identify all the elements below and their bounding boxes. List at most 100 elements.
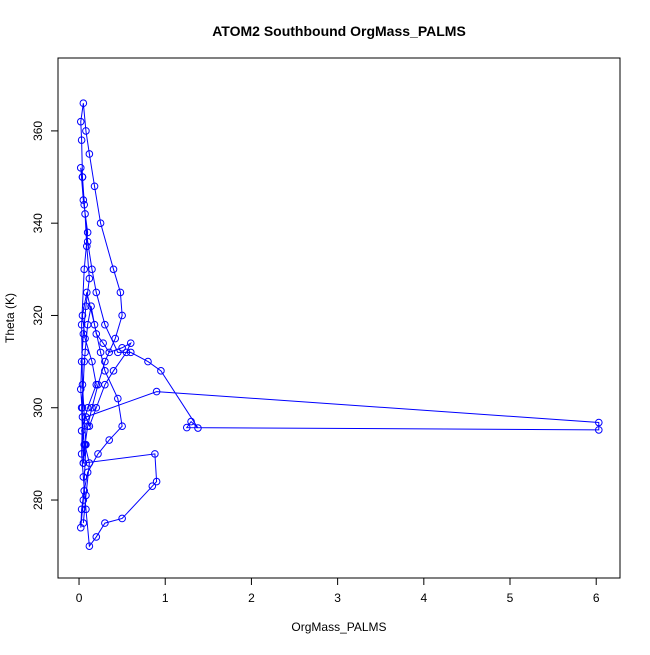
y-tick-label: 300 (31, 397, 45, 417)
data-point (94, 380, 102, 389)
data-point (81, 210, 89, 218)
data-point (126, 348, 135, 357)
x-tick-label: 4 (420, 591, 427, 605)
data-point (118, 311, 126, 320)
chart-title: ATOM2 Southbound OrgMass_PALMS (212, 23, 466, 39)
x-tick-label: 0 (76, 591, 83, 605)
data-point (82, 127, 90, 135)
x-axis-label: OrgMass_PALMS (291, 620, 386, 634)
data-point (118, 343, 126, 352)
data-point (83, 403, 92, 412)
data-point (81, 440, 89, 449)
data-point (76, 164, 85, 172)
data-point (76, 117, 85, 126)
data-point (118, 514, 126, 523)
data-point (109, 367, 118, 375)
data-point (77, 357, 86, 366)
data-point (83, 237, 92, 246)
data-point (151, 450, 159, 458)
data-point (85, 542, 94, 550)
data-point (79, 196, 88, 204)
data-point (79, 459, 88, 467)
data-point (111, 334, 120, 343)
x-tick-label: 2 (248, 591, 255, 605)
data-point (594, 418, 603, 427)
data-point (87, 302, 95, 311)
data-point (101, 367, 109, 375)
data-point (82, 302, 90, 311)
data-point (116, 288, 125, 297)
data-point (118, 422, 126, 430)
y-tick-label: 280 (31, 490, 45, 510)
data-point (83, 468, 92, 477)
data-point (80, 357, 89, 366)
data-point (148, 482, 157, 490)
data-point (80, 486, 89, 495)
data-point (82, 505, 90, 514)
data-point (79, 473, 88, 481)
data-point (77, 320, 86, 329)
data-point (88, 403, 96, 412)
data-point (109, 265, 118, 274)
data-point (77, 450, 86, 458)
data-point (78, 311, 87, 320)
data-point (194, 424, 202, 432)
data-point (101, 519, 109, 527)
data-point (79, 330, 88, 338)
data-point (78, 173, 87, 181)
data-point (96, 219, 105, 227)
data-point (114, 348, 122, 357)
data-point (85, 459, 94, 467)
data-point (81, 334, 89, 343)
data-point (88, 265, 96, 274)
data-point (82, 288, 91, 297)
data-point (94, 450, 102, 458)
data-point (90, 182, 99, 191)
data-point (157, 367, 165, 375)
data-point (77, 136, 86, 144)
x-tick-label: 3 (334, 591, 341, 605)
data-point (82, 491, 90, 500)
data-point (152, 477, 161, 486)
data-point (96, 348, 105, 357)
data-point (82, 413, 90, 421)
x-tick-label: 1 (162, 591, 169, 605)
data-point (85, 150, 94, 158)
y-tick-label: 320 (31, 305, 45, 325)
data-point (101, 320, 109, 329)
data-point (82, 242, 91, 251)
data-point (101, 357, 109, 366)
data-point (92, 403, 101, 412)
data-point (79, 99, 88, 108)
data-point (594, 426, 603, 434)
data-point (81, 348, 89, 357)
data-point (122, 348, 131, 357)
data-point (80, 265, 89, 274)
data-point (80, 200, 89, 209)
data-point (83, 228, 92, 237)
data-point (92, 288, 101, 297)
data-point (105, 436, 114, 444)
y-tick-label: 360 (31, 121, 45, 141)
x-tick-label: 6 (593, 591, 600, 605)
data-point (126, 339, 135, 347)
data-point (79, 496, 88, 504)
data-point (182, 423, 191, 432)
y-tick-label: 340 (31, 213, 45, 233)
data-point (114, 394, 122, 403)
data-point (77, 427, 86, 435)
data-point (88, 357, 96, 366)
data-point (85, 274, 94, 283)
data-point (92, 330, 101, 338)
data-point (99, 339, 107, 347)
data-point (152, 387, 161, 396)
data-point (78, 403, 87, 412)
data-point (76, 523, 85, 532)
data-point (79, 519, 88, 527)
data-point (78, 380, 87, 389)
data-point (77, 505, 86, 514)
data-point (187, 417, 195, 426)
data-point (78, 413, 87, 421)
x-tick-label: 5 (507, 591, 514, 605)
data-point (92, 533, 101, 541)
